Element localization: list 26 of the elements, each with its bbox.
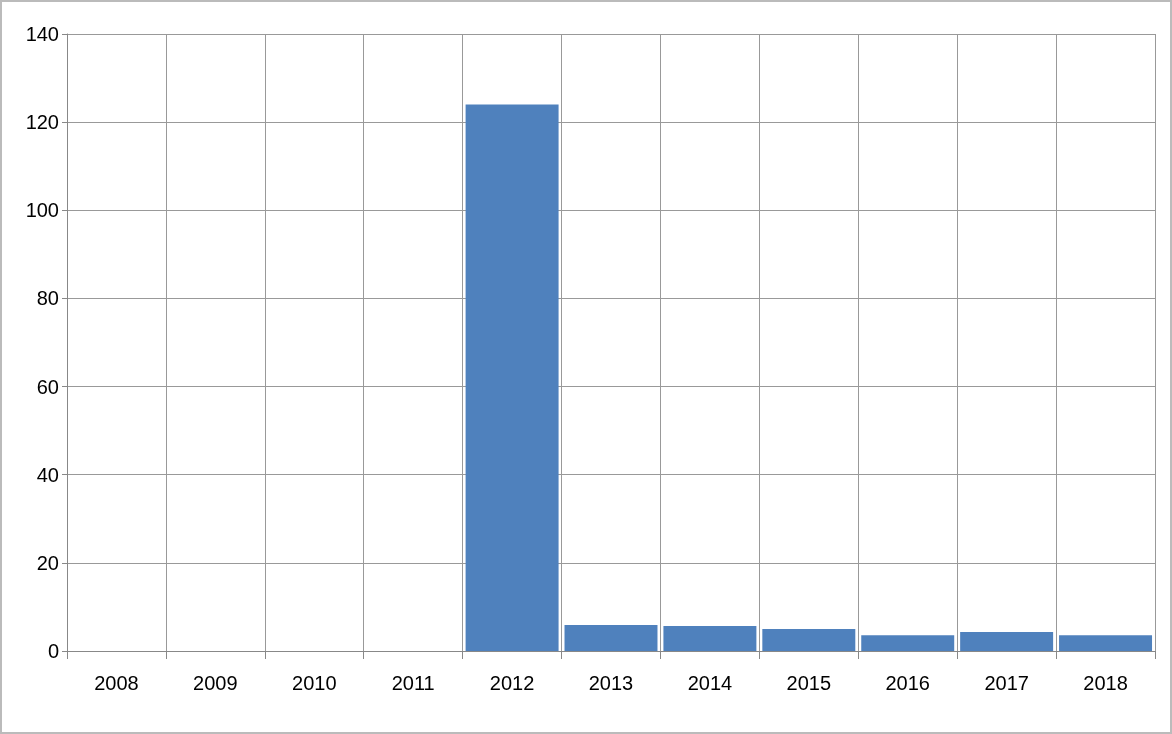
x-tick-label: 2010 [292, 672, 337, 694]
x-tick-label: 2013 [588, 672, 634, 694]
bar [762, 628, 856, 651]
y-tick-label: 60 [36, 375, 59, 398]
x-tick-label: 2015 [786, 672, 832, 694]
y-tick-label: 40 [36, 463, 59, 486]
x-tick-label: 2016 [885, 672, 930, 694]
x-tick-label: 2009 [193, 672, 238, 694]
y-tick-label: 80 [36, 287, 59, 310]
y-tick-label: 0 [47, 640, 59, 662]
bar [663, 625, 757, 651]
x-tick-label: 2014 [687, 672, 733, 694]
y-tick-label: 20 [36, 551, 59, 574]
x-tick-label: 2012 [489, 672, 535, 694]
bar [564, 625, 658, 651]
x-tick-label: 2011 [391, 672, 435, 694]
bar [465, 104, 559, 651]
bar [861, 635, 955, 651]
bar [960, 632, 1054, 651]
x-tick-label: 2008 [94, 672, 139, 694]
y-tick-label: 100 [25, 199, 59, 222]
y-tick-label: 140 [25, 23, 59, 45]
x-tick-label: 2018 [1083, 672, 1128, 694]
bar [1059, 635, 1153, 651]
x-tick-label: 2017 [984, 672, 1029, 694]
y-tick-label: 120 [25, 111, 59, 134]
